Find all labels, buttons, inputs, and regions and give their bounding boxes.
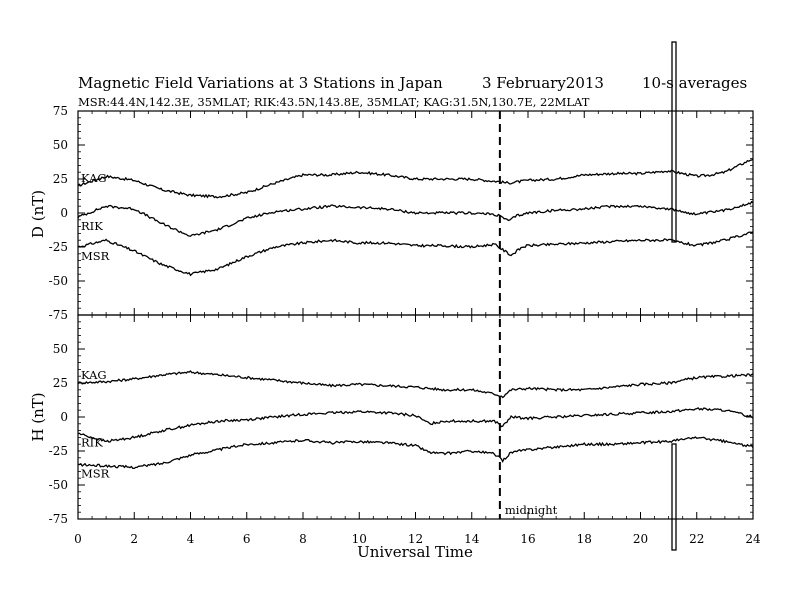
x-tick-label: 4 — [187, 532, 195, 546]
panel-frame — [77, 314, 754, 520]
y-tick-label: -50 — [49, 274, 68, 288]
series-line-rik — [77, 407, 754, 443]
chart-title: Magnetic Field Variations at 3 Stations … — [78, 74, 443, 92]
x-tick-label: 20 — [633, 532, 648, 546]
series-label-kag: KAG — [81, 368, 107, 382]
h-axis-label: H (nT) — [29, 392, 47, 441]
midnight-label: midnight — [505, 503, 558, 517]
chart-station-info: MSR:44.4N,142.3E, 35MLAT; RIK:43.5N,143.… — [78, 95, 590, 109]
series-label-kag: KAG — [81, 171, 107, 185]
series-label-msr: MSR — [81, 467, 110, 481]
y-tick-label: 0 — [60, 206, 68, 220]
x-axis-label: Universal Time — [357, 543, 473, 561]
y-tick-label: 0 — [60, 410, 68, 424]
panel-d: 75 50 25 0 -25 -50 -75 KAG RIK MSR — [49, 104, 754, 322]
x-tick-label: 8 — [299, 532, 307, 546]
x-tick-label: 6 — [243, 532, 251, 546]
upper-marker-bar — [671, 41, 677, 243]
x-tick-label: 14 — [464, 532, 480, 546]
chart-averaging: 10-s averages — [642, 74, 747, 92]
y-tick-label: -75 — [49, 512, 68, 526]
chart-date: 3 February2013 — [482, 74, 604, 92]
y-tick-label: 25 — [53, 376, 68, 390]
x-tick-label: 10 — [352, 532, 367, 546]
y-tick-label: -25 — [49, 444, 68, 458]
x-tick-label: 18 — [577, 532, 592, 546]
series-line-rik — [77, 200, 754, 237]
x-tick-label: 12 — [408, 532, 423, 546]
x-tick-label: 24 — [745, 532, 761, 546]
series-label-msr: MSR — [81, 249, 110, 263]
x-tick-label: 22 — [689, 532, 704, 546]
lower-marker-bar — [671, 443, 677, 551]
y-tick-label: -50 — [49, 478, 68, 492]
x-tick-label: 0 — [74, 532, 82, 546]
d-axis-label: D (nT) — [29, 190, 47, 238]
y-tick-label: 75 — [53, 104, 68, 118]
y-tick-label: -75 — [49, 308, 68, 322]
series-label-rik: RIK — [81, 435, 103, 449]
y-tick-label: 50 — [53, 342, 68, 356]
y-tick-label: 25 — [53, 172, 68, 186]
x-tick-label: 2 — [130, 532, 138, 546]
series-line-msr — [77, 436, 754, 470]
y-tick-label: 50 — [53, 138, 68, 152]
series-line-kag — [77, 370, 754, 399]
panel-h: 50 25 0 -25 -50 -75 KAG RIK MSR — [49, 314, 754, 526]
series-label-rik: RIK — [81, 219, 103, 233]
x-axis: 0 2 4 6 8 10 12 14 16 18 20 22 24 — [74, 532, 761, 546]
x-tick-label: 16 — [520, 532, 535, 546]
series-line-kag — [77, 158, 754, 199]
y-tick-label: -25 — [49, 240, 68, 254]
series-line-msr — [77, 231, 754, 277]
